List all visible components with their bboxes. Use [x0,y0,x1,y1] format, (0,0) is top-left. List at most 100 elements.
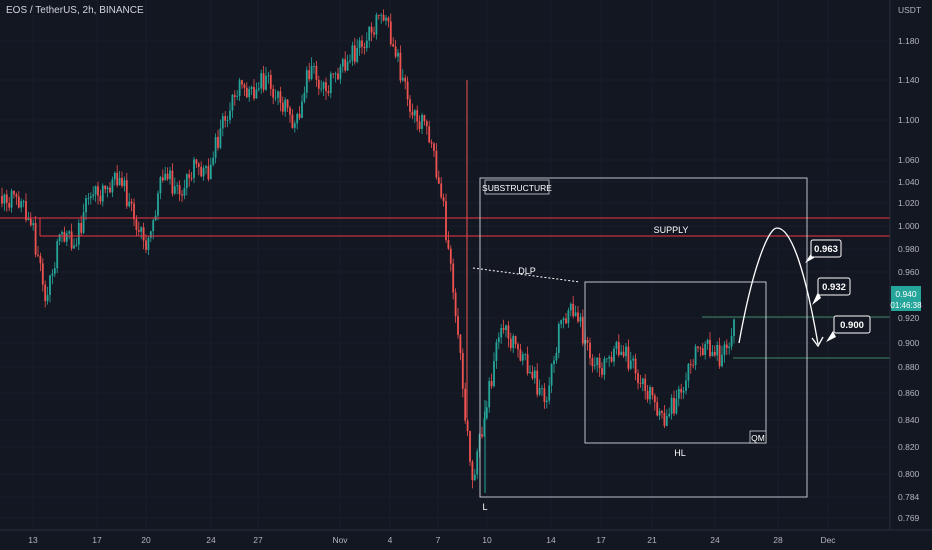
candle-body [109,187,111,193]
target-2-label: 0.932 [822,282,846,293]
candle-body [675,398,678,414]
candle-body [548,385,551,401]
grid [0,0,890,530]
candle-body [502,328,505,330]
candle-body [541,388,543,389]
candle-body [639,383,642,385]
price-axis-ticks[interactable]: 1.180 1.140 1.100 1.060 1.040 1.020 1.000 0.980… [898,36,920,523]
candle-body [15,194,18,197]
candle-body [411,111,414,116]
candle-body [200,166,203,177]
candle-body [649,387,651,400]
time-axis-ticks[interactable]: 13 17 20 24 27 Nov 4 7 10 14 17 21 24 28 Dec [28,535,836,545]
candle-body [718,344,721,367]
symbol-title: EOS / TetherUS, 2h, BINANCE [6,5,144,16]
candle-body [257,88,260,90]
candle-body [617,342,620,355]
candle-body [325,82,327,92]
candle-body [296,113,299,124]
candle-body [1,195,3,204]
price-tick-label: 0.960 [898,267,920,277]
substructure-box[interactable] [479,177,808,498]
candle-body [553,360,555,365]
candle-body [176,185,179,187]
candle-body [39,255,42,264]
candle-body [341,59,344,67]
candle-body [99,195,102,202]
l-label: L [482,502,487,512]
price-tick-label: 1.140 [898,75,920,85]
candle-body [332,73,335,75]
candle-body [435,150,438,178]
candle-body [279,91,282,103]
candle-body [255,89,258,99]
price-tick-label: 0.820 [898,442,920,452]
candle-body [697,346,699,349]
candle-body [29,218,32,226]
candle-body [68,231,71,234]
candle-body [329,73,332,94]
candle-body [565,318,567,324]
candle-body [701,348,704,355]
candle-body [97,186,99,196]
candle-body [445,201,447,240]
candle-body [205,166,207,169]
time-tick-label: 4 [388,535,393,545]
candle-body [22,201,25,202]
price-tick-label: 0.860 [898,388,920,398]
candle-body [195,159,198,164]
candle-body [89,196,92,199]
candle-body [471,461,474,481]
candle-body [401,77,404,81]
candle-body [680,388,683,393]
candle-body [627,346,630,369]
candle-body [293,123,296,128]
target-1-label: 0.963 [814,244,838,255]
time-tick-label: 17 [596,535,606,545]
candle-body [190,178,193,179]
candle-body [277,91,279,98]
price-tick-label: 1.040 [898,177,920,187]
candle-body [459,334,462,353]
candle-body [641,378,644,385]
candle-body [250,86,253,89]
candle-body [291,114,294,128]
candle-body [464,388,467,421]
candle-body [94,186,97,195]
qm-box[interactable] [584,281,767,444]
candle-body [531,371,534,379]
candle-body [461,352,464,389]
candle-body [53,268,56,274]
candle-body [577,312,579,322]
candle-body [80,222,83,233]
candle-body [315,65,318,80]
candle-body [601,368,603,375]
candle-body [164,173,167,181]
candle-body [442,197,445,202]
candle-body [181,194,183,196]
candle-body [485,407,488,419]
target-callout-1[interactable]: 0.963 [810,239,842,258]
candle-body [272,88,275,98]
dlp-label: DLP [518,266,536,276]
time-tick-label: Dec [820,535,836,545]
target-callout-2[interactable]: 0.932 [817,277,851,296]
candle-body [231,94,234,111]
candle-body [75,244,78,246]
candle-body [728,346,731,349]
candle-body [569,303,572,311]
candle-body [363,46,366,49]
target-callout-3[interactable]: 0.900 [833,315,871,334]
price-tick-label: 0.769 [898,513,920,523]
candle-body [260,73,263,89]
candle-body [447,239,450,249]
candle-body [373,32,375,35]
candle-body [193,159,195,179]
candle-body [658,410,661,416]
candle-body [394,46,397,57]
current-price-badge: 0.940 01:46:38 [890,286,922,311]
candle-body [166,173,169,180]
candle-body [490,380,493,387]
